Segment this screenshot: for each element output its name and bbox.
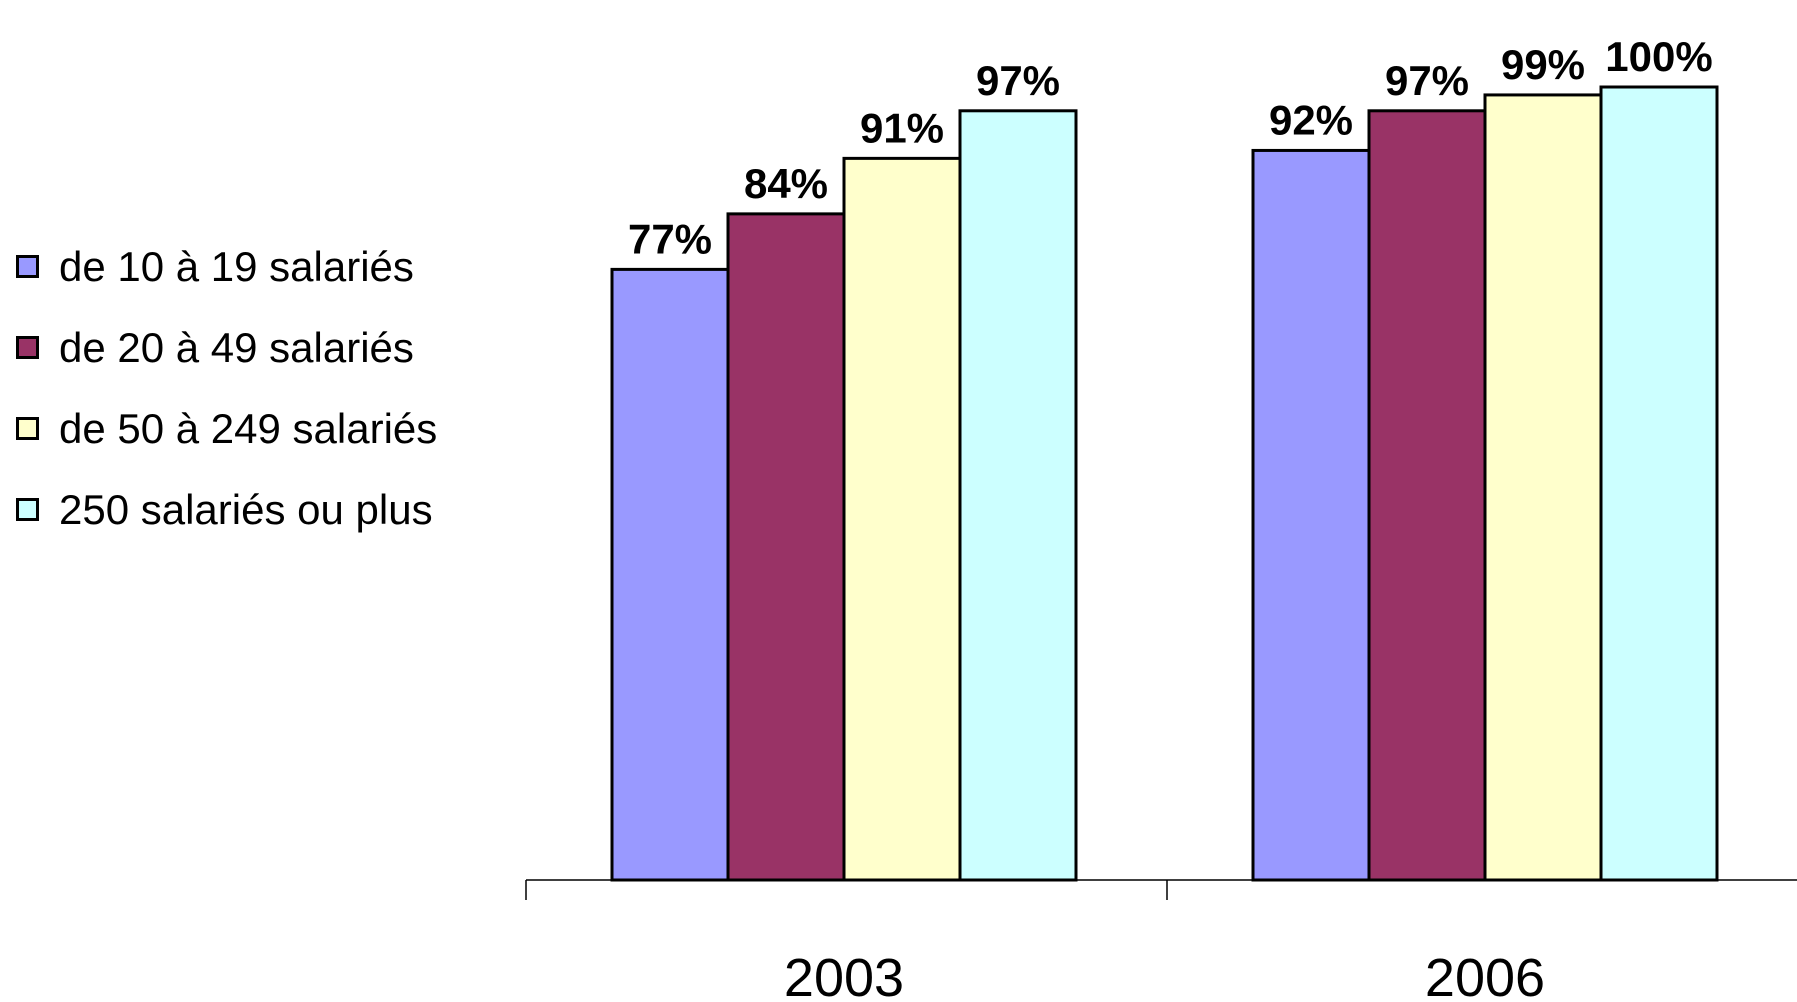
bar-2003-series-2: [726, 212, 846, 882]
data-label-2006-series-4: 100%: [1605, 33, 1712, 80]
legend-swatch-series-2: [16, 336, 39, 359]
legend: de 10 à 19 salariés de 20 à 49 salariés …: [16, 226, 437, 550]
bar-2003-series-3: [842, 156, 962, 882]
data-label-2003-series-2: 84%: [744, 160, 828, 207]
bar-2003-series-4: [958, 109, 1078, 882]
bar-2003-series-1: [610, 267, 730, 882]
legend-label-series-4: 250 salariés ou plus: [59, 485, 433, 533]
legend-label-series-3: de 50 à 249 salariés: [59, 404, 438, 452]
bar-2006-series-4: [1599, 85, 1719, 882]
bar-2006-series-3: [1483, 93, 1603, 882]
data-label-2003-series-1: 77%: [628, 215, 712, 262]
data-label-2003-series-4: 97%: [976, 57, 1060, 104]
bar-2006-series-2: [1367, 109, 1487, 882]
data-label-2006-series-1: 92%: [1269, 96, 1353, 143]
legend-item-series-2: de 20 à 49 salariés: [16, 307, 437, 388]
legend-swatch-series-4: [16, 498, 39, 521]
data-label-2006-series-3: 99%: [1501, 41, 1585, 88]
legend-label-series-2: de 20 à 49 salariés: [59, 323, 414, 371]
legend-label-series-1: de 10 à 19 salariés: [59, 242, 414, 290]
data-label-2006-series-2: 97%: [1385, 57, 1469, 104]
x-tick-label-2003: 2003: [784, 948, 904, 1002]
x-tick-label-2006: 2006: [1425, 948, 1545, 1002]
legend-item-series-1: de 10 à 19 salariés: [16, 226, 437, 307]
data-label-2003-series-3: 91%: [860, 104, 944, 151]
legend-swatch-series-1: [16, 255, 39, 278]
bar-2006-series-1: [1251, 148, 1371, 882]
legend-item-series-4: 250 salariés ou plus: [16, 469, 437, 550]
legend-swatch-series-3: [16, 417, 39, 440]
legend-item-series-3: de 50 à 249 salariés: [16, 388, 437, 469]
